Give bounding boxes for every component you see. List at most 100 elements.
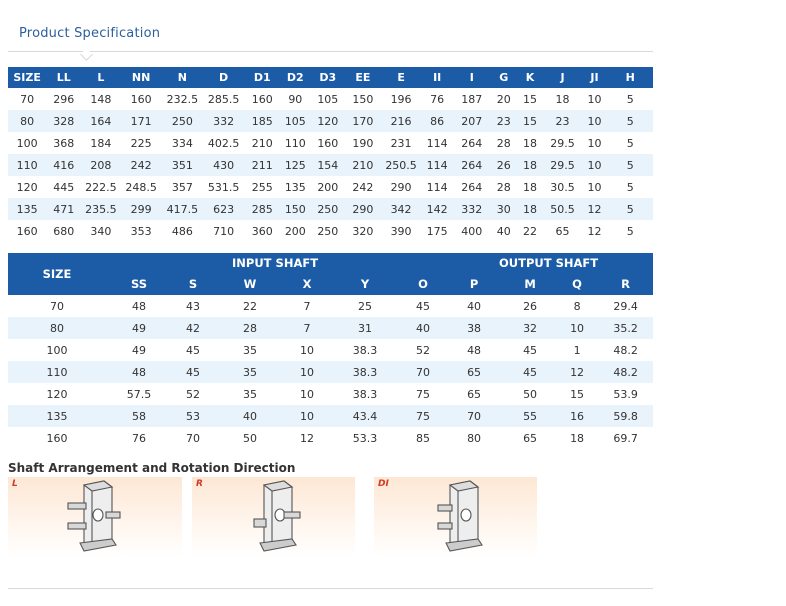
table-cell: 114 <box>421 154 453 176</box>
table-cell: 135 <box>8 405 106 427</box>
arrangement-panel-r: R <box>192 477 355 557</box>
table-cell: 360 <box>251 224 273 238</box>
table-cell: 445 <box>53 180 75 194</box>
table-cell: 52 <box>186 387 200 401</box>
table-cell: 45 <box>172 361 214 383</box>
table-cell: 154 <box>310 154 346 176</box>
table-cell: 5 <box>607 110 653 132</box>
table-row: 120 57.5 52 35 10 38.3 75 65 50 15 53.9 <box>8 383 653 405</box>
table-cell: 76 <box>430 92 445 106</box>
table-cell: 5 <box>626 180 634 194</box>
table-cell: 5 <box>626 92 634 106</box>
table-cell: 48 <box>467 343 482 357</box>
table-row: 70 48 43 22 7 25 45 40 26 8 29.4 <box>8 295 653 317</box>
dims-header-cell: K <box>516 67 544 88</box>
table-cell: 75 <box>402 405 445 427</box>
table-cell: 332 <box>452 198 491 220</box>
dims-header-cell: D1 <box>244 67 281 88</box>
dims-header-cell: H <box>607 67 653 88</box>
table-row: 160 76 70 50 12 53.3 85 80 65 18 69.7 <box>8 427 653 449</box>
table-cell: 48.2 <box>598 361 654 383</box>
table-cell: 328 <box>46 110 82 132</box>
shaft-sub-header-cell: X <box>286 273 328 295</box>
table-cell: 296 <box>53 92 75 106</box>
table-cell: 357 <box>171 180 193 194</box>
table-cell: 351 <box>161 154 203 176</box>
table-cell: 70 <box>186 431 200 445</box>
table-cell: 216 <box>380 110 422 132</box>
table-cell: 190 <box>352 136 374 150</box>
table-cell: 150 <box>352 92 374 106</box>
table-cell: 232.5 <box>166 92 199 106</box>
table-cell: 148 <box>90 92 112 106</box>
table-cell: 160 <box>251 92 273 106</box>
table-cell: 200 <box>284 224 306 238</box>
size-header: SIZE <box>8 253 106 295</box>
shaft-sub-header-row: SS S W X Y O P M Q R <box>8 273 654 295</box>
table-cell: 105 <box>317 92 339 106</box>
output-shaft-header: OUTPUT SHAFT <box>444 253 654 273</box>
table-cell: 10 <box>300 387 314 401</box>
table-cell: 40 <box>496 224 511 238</box>
table-row: 100 49 45 35 10 38.3 52 48 45 1 48.2 <box>8 339 653 361</box>
dimensions-table: SIZE LL L NN N D D1 D2 D3 EE E II I G K J JI H 70 296 148 16… <box>8 67 653 242</box>
table-row: 80 328 164 171 250 332 185 105 120 170 216 86 207 23 1… <box>8 110 653 132</box>
arrangement-panel-di: DI <box>374 477 537 557</box>
table-cell: 15 <box>523 92 538 106</box>
table-cell: 5 <box>607 154 653 176</box>
table-cell: 368 <box>53 136 75 150</box>
table-cell: 16 <box>556 405 599 427</box>
table-cell: 49 <box>106 317 172 339</box>
table-cell: 32 <box>504 317 557 339</box>
table-cell: 142 <box>421 198 453 220</box>
table-cell: 171 <box>120 110 162 132</box>
table-row: 110 416 208 242 351 430 211 125 154 210 250.5 114 26… <box>8 154 653 176</box>
table-cell: 207 <box>452 110 491 132</box>
table-cell: 57.5 <box>126 387 152 401</box>
table-cell: 59.8 <box>598 405 654 427</box>
table-cell: 75 <box>416 387 431 401</box>
table-cell: 50 <box>523 387 538 401</box>
table-cell: 18 <box>523 136 538 150</box>
table-cell: 416 <box>46 154 82 176</box>
table-cell: 200 <box>317 180 339 194</box>
table-cell: 22 <box>243 299 257 313</box>
table-cell: 23 <box>490 110 517 132</box>
table-cell: 290 <box>390 180 412 194</box>
table-cell: 390 <box>390 224 412 238</box>
arrangement-label: R <box>196 479 203 489</box>
table-cell: 135 <box>284 180 306 194</box>
table-cell: 65 <box>467 387 482 401</box>
table-cell: 42 <box>172 317 214 339</box>
table-cell: 10 <box>581 110 608 132</box>
dims-header-cell: E <box>380 67 422 88</box>
shaft-sub-header-cell: SS <box>106 273 172 295</box>
table-row: 135 471 235.5 299 417.5 623 285 150 250 290 342 142… <box>8 198 653 220</box>
table-cell: 320 <box>352 224 374 238</box>
table-cell: 43 <box>186 299 200 313</box>
table-cell: 15 <box>516 110 544 132</box>
table-row: 70 296 148 160 232.5 285.5 160 90 105 150 196 76 187… <box>8 88 653 110</box>
dims-header-cell: SIZE <box>8 67 47 88</box>
table-cell: 53.9 <box>613 387 638 401</box>
table-cell: 185 <box>244 110 281 132</box>
table-cell: 12 <box>556 361 599 383</box>
bottom-divider <box>8 588 653 589</box>
table-cell: 225 <box>130 136 152 150</box>
table-cell: 35.2 <box>598 317 654 339</box>
table-cell: 255 <box>251 180 273 194</box>
gearbox-dual-shaft-icon <box>437 480 483 552</box>
table-cell: 250 <box>161 110 203 132</box>
table-cell: 12 <box>300 431 314 445</box>
table-cell: 114 <box>426 180 448 194</box>
table-cell: 110 <box>8 361 106 383</box>
table-cell: 40 <box>467 299 482 313</box>
table-cell: 43.4 <box>328 405 402 427</box>
section-title: Product Specification <box>19 26 161 41</box>
table-cell: 35 <box>214 361 286 383</box>
table-cell: 120 <box>310 110 346 132</box>
dims-header-cell: LL <box>46 67 82 88</box>
table-cell: 242 <box>352 180 374 194</box>
table-cell: 26 <box>523 299 538 313</box>
table-cell: 38.3 <box>328 361 402 383</box>
